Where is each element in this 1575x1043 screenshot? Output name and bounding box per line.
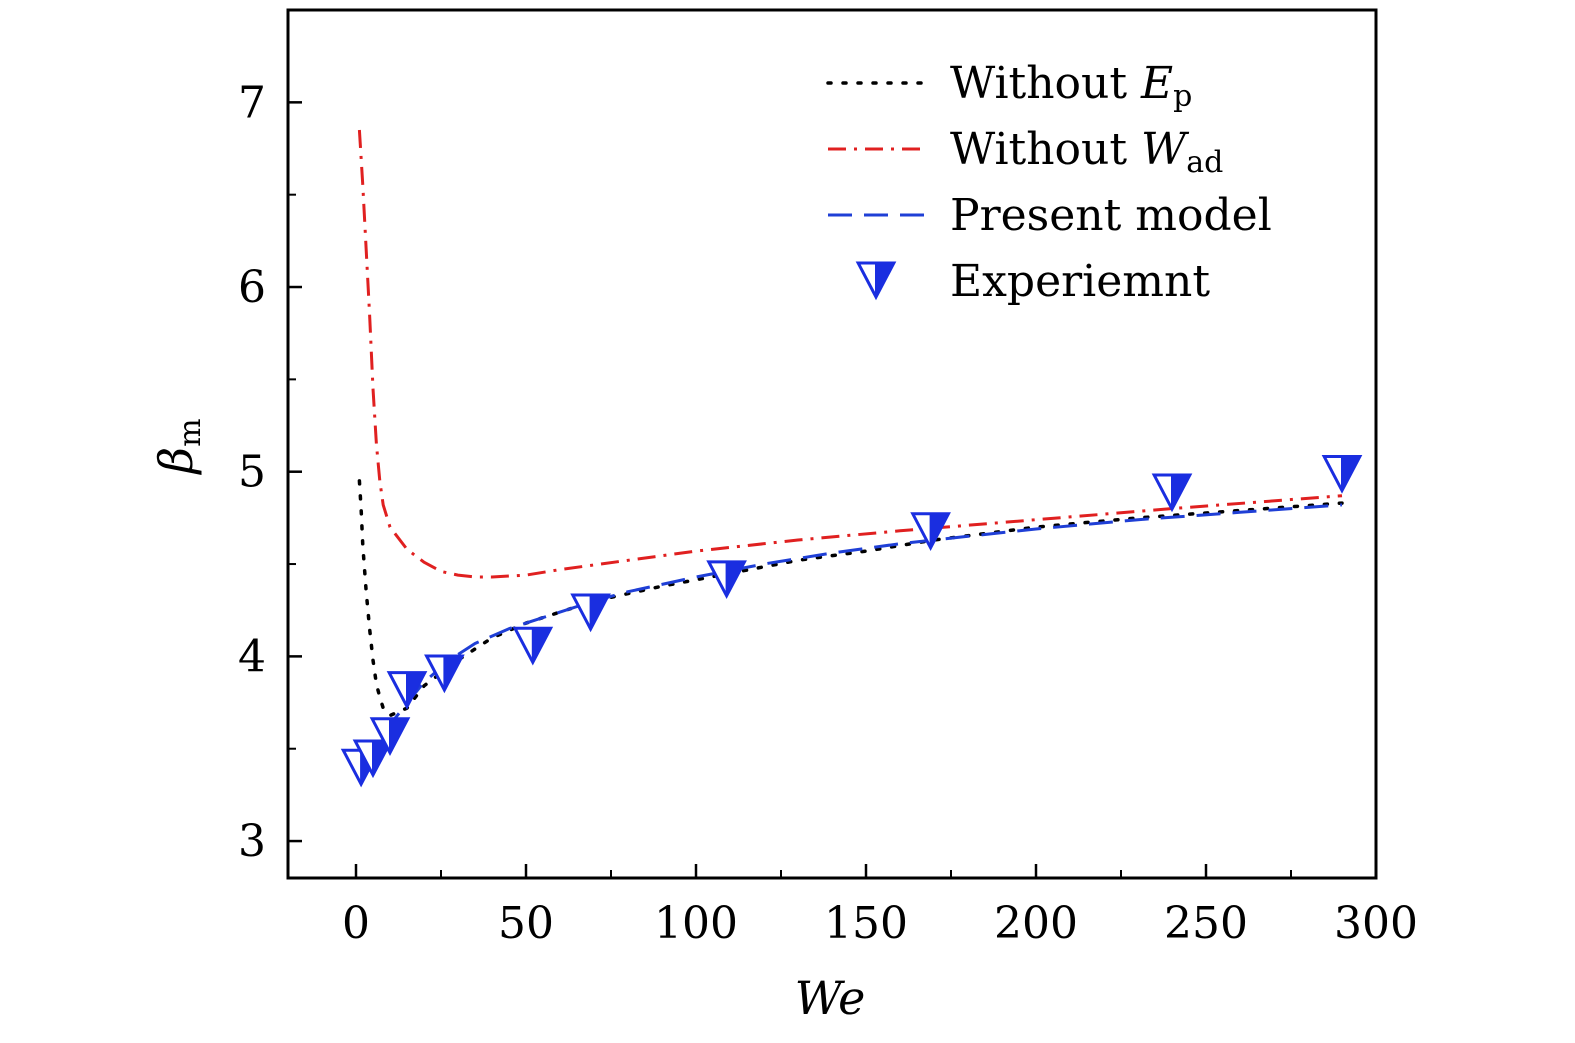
y-tick-label: 5 (238, 447, 266, 498)
axes-layer: 0 50 100 150 200 250 300 3 4 5 6 7 (238, 9, 1418, 949)
legend-label: Without Wad (950, 124, 1223, 180)
series-without-e-p-line (357, 479, 1344, 718)
legend-label-main: Experiemnt (950, 256, 1210, 307)
marker-fill-half (1341, 455, 1362, 492)
legend-label-subscript: ad (1186, 145, 1223, 180)
y-axis-title-base: β (149, 447, 203, 476)
marker-layer (340, 455, 1363, 788)
legend-label-symbol: E (1140, 58, 1173, 109)
experiment-marker (424, 654, 465, 694)
plot-frame (286, 8, 1378, 880)
x-tick-label: 250 (1164, 898, 1248, 949)
marker-fill-half (1171, 474, 1192, 510)
x-axis-title: We (795, 971, 866, 1025)
legend-label-subscript: p (1173, 79, 1192, 114)
y-tick-label: 4 (238, 631, 266, 682)
y-tick-label: 6 (238, 262, 266, 313)
experiment-marker (910, 512, 951, 552)
marker-fill-half (531, 627, 553, 663)
x-tick-label: 0 (342, 898, 370, 949)
legend-entry: Without Ep (826, 58, 1192, 114)
experiment-marker (1321, 455, 1363, 494)
y-tick-label: 3 (238, 816, 266, 867)
marker-fill-half (725, 560, 747, 597)
series-present-model-line (358, 503, 1343, 759)
experiment-marker (369, 717, 411, 757)
y-tick-label: 7 (238, 77, 266, 128)
marker-fill-half (372, 739, 393, 776)
legend-label: Without Ep (950, 58, 1192, 114)
x-tick-label: 150 (824, 898, 908, 949)
experiment-marker (706, 560, 747, 600)
legend-entry: Without Wad (828, 124, 1223, 180)
marker-fill-half (389, 717, 410, 754)
legend-label-main: Without (950, 58, 1141, 109)
x-tick-label: 200 (994, 898, 1078, 949)
experiment-marker (386, 671, 428, 710)
experiment-marker (570, 593, 611, 633)
y-axis-title: βm (149, 418, 208, 475)
legend-label: Present model (950, 190, 1272, 241)
marker-fill-half (443, 655, 464, 691)
experiment-marker (1151, 473, 1193, 513)
marker-fill-half (875, 262, 896, 298)
legend-label-symbol: W (1141, 124, 1190, 175)
x-tick-label: 100 (654, 898, 738, 949)
legend-label-main: Without (950, 124, 1141, 175)
marker-fill-half (406, 671, 427, 708)
x-tick-label: 300 (1334, 898, 1418, 949)
legend-entry: Present model (828, 190, 1272, 241)
x-tick-label: 50 (498, 898, 554, 949)
legend-entry: Experiemnt (855, 256, 1210, 307)
marker-fill-half (589, 594, 611, 630)
marker-fill-half (929, 512, 951, 549)
legend-label: Experiemnt (950, 256, 1210, 307)
y-axis-title-sub: m (173, 418, 208, 446)
experiment-marker (512, 626, 554, 666)
legend-label-main: Present model (950, 190, 1272, 241)
experiment-marker (352, 739, 394, 779)
experiment-marker (855, 261, 897, 301)
